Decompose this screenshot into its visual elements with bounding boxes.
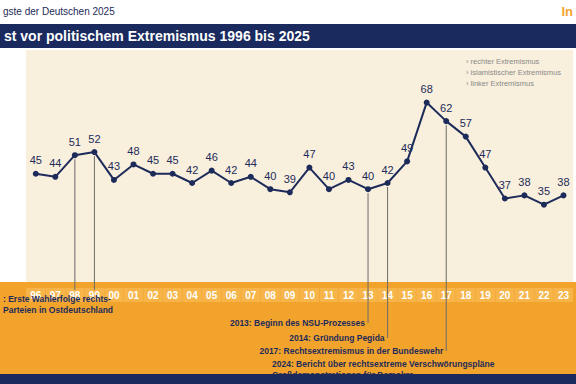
svg-text:05: 05: [206, 290, 218, 301]
svg-text:52: 52: [88, 133, 100, 145]
svg-text:22: 22: [538, 290, 550, 301]
svg-text:39: 39: [284, 173, 296, 185]
svg-text:20: 20: [499, 290, 511, 301]
svg-text:› rechter Extremismus: › rechter Extremismus: [466, 57, 540, 66]
svg-text:03: 03: [167, 290, 179, 301]
svg-text:44: 44: [49, 157, 61, 169]
svg-text:47: 47: [479, 148, 491, 160]
svg-text:45: 45: [30, 154, 42, 166]
svg-text:Großdemonstrationen für Demokr: Großdemonstrationen für Demokra: [272, 370, 414, 380]
svg-text:02: 02: [147, 290, 159, 301]
svg-text:11: 11: [324, 290, 335, 301]
svg-text:08: 08: [265, 290, 277, 301]
svg-text:44: 44: [245, 157, 257, 169]
svg-text:37: 37: [499, 179, 511, 191]
svg-text:12: 12: [343, 290, 355, 301]
svg-text:2024: Bericht über rechtsextre: 2024: Bericht über rechtsextreme Verschw…: [272, 359, 495, 369]
svg-text:40: 40: [362, 170, 374, 182]
svg-text:17: 17: [440, 289, 452, 301]
svg-text:42: 42: [381, 164, 393, 176]
svg-text:38: 38: [557, 176, 569, 188]
svg-text:35: 35: [538, 185, 550, 197]
svg-text:2013: Beginn des NSU-Prozesses: 2013: Beginn des NSU-Prozesses: [230, 318, 365, 328]
svg-text:42: 42: [225, 164, 237, 176]
svg-text:51: 51: [69, 136, 81, 148]
svg-text:57: 57: [460, 117, 472, 129]
svg-text:04: 04: [187, 290, 199, 301]
svg-text:07: 07: [245, 290, 257, 301]
svg-text:gste der Deutschen 2025: gste der Deutschen 2025: [3, 6, 115, 17]
svg-text:09: 09: [284, 290, 296, 301]
svg-text:23: 23: [558, 290, 570, 301]
svg-text:21: 21: [519, 290, 531, 301]
svg-text:68: 68: [421, 83, 433, 95]
svg-text:st vor politischem Extremismus: st vor politischem Extremismus 1996 bis …: [4, 28, 310, 44]
svg-text:62: 62: [440, 102, 452, 114]
svg-text:: Erste Wahlerfolge rechts-: : Erste Wahlerfolge rechts-: [3, 294, 111, 304]
svg-text:01: 01: [128, 290, 140, 301]
svg-text:49: 49: [401, 142, 413, 154]
svg-text:16: 16: [421, 290, 433, 301]
svg-text:45: 45: [147, 154, 159, 166]
svg-text:06: 06: [226, 290, 238, 301]
svg-text:› linker Extremismus: › linker Extremismus: [466, 79, 534, 88]
svg-text:46: 46: [206, 151, 218, 163]
svg-text:14: 14: [382, 289, 394, 301]
svg-text:15: 15: [402, 290, 414, 301]
svg-text:47: 47: [303, 148, 315, 160]
svg-text:43: 43: [108, 160, 120, 172]
svg-text:19: 19: [480, 290, 492, 301]
svg-text:13: 13: [362, 289, 374, 301]
svg-text:18: 18: [460, 290, 472, 301]
svg-text:00: 00: [108, 289, 120, 301]
svg-text:› islamistischer Extremismus: › islamistischer Extremismus: [466, 68, 561, 77]
svg-text:10: 10: [304, 290, 316, 301]
svg-text:43: 43: [342, 160, 354, 172]
svg-text:Parteien in Ostdeutschland: Parteien in Ostdeutschland: [3, 305, 113, 315]
svg-text:42: 42: [186, 164, 198, 176]
svg-text:2014: Gründung Pegida: 2014: Gründung Pegida: [289, 333, 385, 343]
svg-text:In: In: [561, 4, 573, 19]
svg-text:45: 45: [166, 154, 178, 166]
svg-text:40: 40: [264, 170, 276, 182]
svg-text:40: 40: [323, 170, 335, 182]
svg-text:2017: Rechtsextremismus in der: 2017: Rechtsextremismus in der Bundesweh…: [259, 346, 443, 356]
svg-text:48: 48: [127, 145, 139, 157]
svg-text:38: 38: [518, 176, 530, 188]
